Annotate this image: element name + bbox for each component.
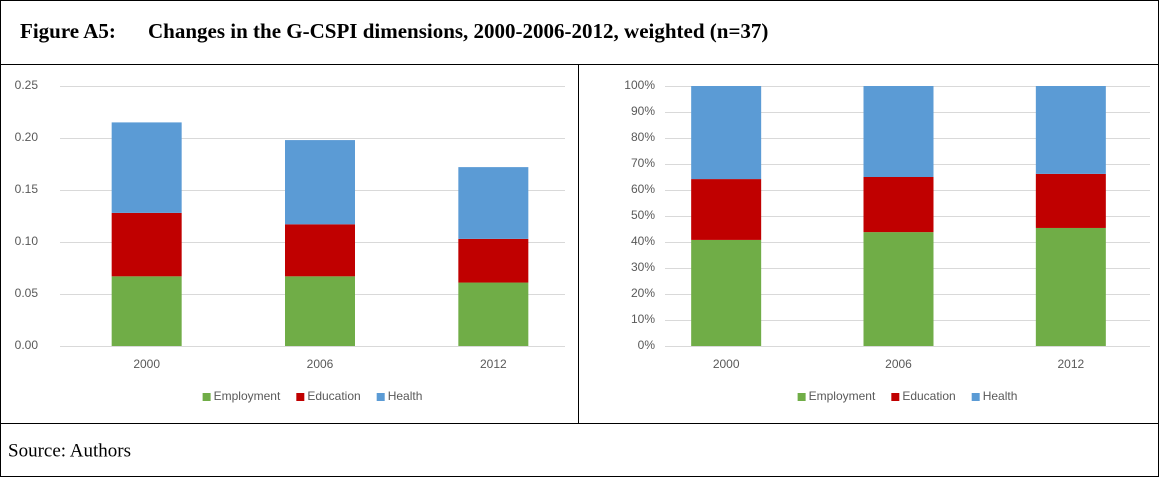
bar-segment <box>691 179 762 240</box>
y-tick-label: 10% <box>631 312 655 326</box>
bar-segment <box>1035 227 1106 346</box>
bar-segment <box>863 232 934 346</box>
legend-label: Health <box>388 389 423 403</box>
bar-segment <box>691 86 762 180</box>
y-tick-label: 40% <box>631 234 655 248</box>
bar-segment <box>458 167 529 239</box>
bar-segment <box>285 224 355 277</box>
legend-swatch <box>797 393 806 401</box>
legend-label: Education <box>902 389 955 403</box>
legend-label: Employment <box>809 389 876 403</box>
x-tick-label: 2006 <box>307 357 334 371</box>
y-tick-label: 90% <box>631 104 655 118</box>
source-note: Source: Authors <box>8 440 131 461</box>
bar-segment <box>863 177 934 233</box>
y-tick-label: 0.00 <box>15 338 39 352</box>
y-tick-label: 0.25 <box>15 78 39 92</box>
x-tick-label: 2012 <box>480 357 507 371</box>
y-tick-label: 0% <box>638 338 656 352</box>
y-tick-label: 0.05 <box>15 286 39 300</box>
y-tick-label: 0.15 <box>15 182 39 196</box>
y-tick-label: 50% <box>631 208 655 222</box>
legend-label: Employment <box>214 389 281 403</box>
legend-swatch <box>202 393 211 401</box>
y-tick-label: 30% <box>631 260 655 274</box>
bar-segment <box>111 122 182 213</box>
bar-segment <box>863 86 934 177</box>
y-tick-label: 0.10 <box>15 234 39 248</box>
x-tick-label: 2000 <box>133 357 160 371</box>
x-tick-label: 2000 <box>713 357 740 371</box>
legend-swatch <box>376 393 385 401</box>
bar-segment <box>111 276 182 346</box>
legend-label: Education <box>307 389 360 403</box>
y-tick-label: 70% <box>631 156 655 170</box>
y-tick-label: 60% <box>631 182 655 196</box>
figure-label: Figure A5: <box>20 19 116 43</box>
legend-swatch <box>971 393 980 401</box>
x-tick-label: 2012 <box>1057 357 1084 371</box>
y-tick-label: 20% <box>631 286 655 300</box>
x-tick-label: 2006 <box>885 357 912 371</box>
bar-segment <box>1035 86 1106 174</box>
bar-segment <box>458 282 529 346</box>
bar-segment <box>285 276 355 346</box>
figure-title: Changes in the G-CSPI dimensions, 2000-2… <box>148 19 768 43</box>
bar-segment <box>1035 173 1106 228</box>
y-tick-label: 80% <box>631 130 655 144</box>
bar-segment <box>111 212 182 277</box>
bar-segment <box>285 140 355 225</box>
y-tick-label: 100% <box>624 78 655 92</box>
bar-segment <box>691 239 762 346</box>
y-tick-label: 0.20 <box>15 130 39 144</box>
bar-segment <box>458 238 529 283</box>
legend-label: Health <box>983 389 1018 403</box>
legend-swatch <box>891 393 900 401</box>
legend-swatch <box>296 393 305 401</box>
